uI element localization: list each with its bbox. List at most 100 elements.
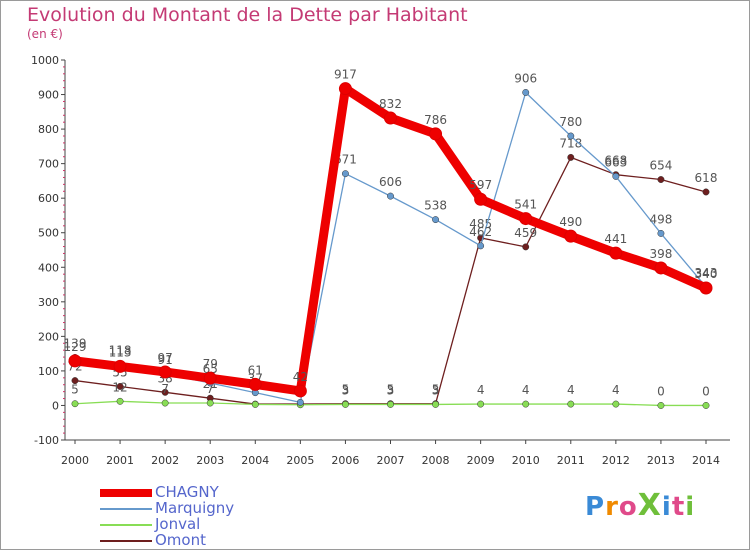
data-point-jonval <box>161 399 169 407</box>
y-tick-label: 700 <box>38 158 59 171</box>
data-label-chagny: 61 <box>248 363 263 377</box>
data-point-marquigny <box>432 216 440 224</box>
x-tick-label: 2013 <box>647 454 675 467</box>
data-point-omont <box>522 243 530 251</box>
data-point-omont <box>567 153 575 161</box>
data-label-jonval: 0 <box>657 384 665 398</box>
data-point-marquigny <box>341 170 349 178</box>
data-point-marquigny <box>612 172 620 180</box>
data-point-jonval <box>657 402 665 409</box>
data-label-chagny: 113 <box>109 345 132 359</box>
data-label-chagny: 597 <box>469 178 492 192</box>
data-label-jonval: 3 <box>432 383 440 397</box>
data-label-marquigny: 91 <box>158 353 173 367</box>
data-label-omont: 5 <box>432 383 440 397</box>
data-point-marquigny <box>567 132 575 140</box>
x-tick-label: 2000 <box>61 454 89 467</box>
x-tick-label: 2010 <box>512 454 540 467</box>
data-label-jonval: 3 <box>342 383 350 397</box>
y-tick-label: 100 <box>38 365 59 378</box>
data-label-jonval: 7 <box>206 382 214 396</box>
data-point-chagny <box>203 371 217 385</box>
data-point-omont <box>702 188 710 196</box>
data-point-jonval <box>341 400 349 408</box>
data-point-jonval <box>206 399 214 407</box>
data-label-jonval: 12 <box>112 380 127 394</box>
y-tick-label: 800 <box>38 123 59 136</box>
data-point-marquigny <box>477 242 485 250</box>
x-tick-label: 2003 <box>196 454 224 467</box>
data-label-marquigny: 538 <box>424 199 447 213</box>
data-label-omont: 654 <box>649 159 672 173</box>
data-label-chagny: 441 <box>604 232 627 246</box>
data-point-chagny <box>293 384 307 398</box>
data-label-chagny: 42 <box>293 370 308 384</box>
data-point-chagny <box>158 365 172 379</box>
data-label-jonval: 0 <box>702 384 710 398</box>
x-tick-label: 2014 <box>692 454 720 467</box>
chart-unit-label: (en €) <box>27 27 63 41</box>
data-point-marquigny <box>296 398 304 406</box>
data-point-chagny <box>519 212 533 226</box>
data-point-chagny <box>68 354 82 368</box>
y-tick-label: 200 <box>38 330 59 343</box>
data-point-chagny <box>564 229 578 243</box>
data-point-jonval <box>71 400 79 408</box>
data-label-chagny: 832 <box>379 97 402 111</box>
data-label-chagny: 541 <box>514 198 537 212</box>
data-label-omont: 5 <box>387 383 395 397</box>
x-tick-label: 2002 <box>151 454 179 467</box>
data-point-jonval <box>387 400 394 408</box>
chart-title: Evolution du Montant de la Dette par Hab… <box>27 4 468 26</box>
data-label-omont: 668 <box>604 154 627 168</box>
data-point-chagny <box>248 377 262 391</box>
data-point-chagny <box>699 281 713 295</box>
data-label-jonval: 4 <box>522 383 530 397</box>
data-label-omont: 618 <box>695 171 718 185</box>
data-label-jonval: 4 <box>477 383 485 397</box>
data-label-marquigny: 606 <box>379 175 402 189</box>
x-tick-label: 2004 <box>241 454 269 467</box>
y-tick-label: 500 <box>38 227 59 240</box>
y-tick-label: 900 <box>38 89 59 102</box>
data-label-jonval: 5 <box>71 383 79 397</box>
data-label-jonval: 7 <box>161 382 169 396</box>
data-point-jonval <box>477 400 485 408</box>
data-label-jonval: 3 <box>387 383 395 397</box>
x-tick-label: 2009 <box>467 454 495 467</box>
x-tick-label: 2006 <box>331 454 359 467</box>
data-label-jonval: 4 <box>612 383 620 397</box>
legend-swatch <box>100 508 152 510</box>
data-label-marquigny: 65 <box>203 362 218 376</box>
legend-label: Omont <box>155 531 206 549</box>
y-tick-label: 0 <box>52 399 59 412</box>
data-label-marquigny: 906 <box>514 71 537 85</box>
data-point-chagny <box>609 246 623 260</box>
data-label-marquigny: 498 <box>649 212 672 226</box>
data-label-chagny: 917 <box>334 68 357 82</box>
data-label-marquigny: 663 <box>604 155 627 169</box>
y-tick-label: 600 <box>38 192 59 205</box>
data-label-chagny: 340 <box>695 267 718 281</box>
data-label-omont: 5 <box>342 383 350 397</box>
legend-label: Jonval <box>155 515 201 533</box>
data-point-jonval <box>612 400 620 408</box>
legend-swatch <box>100 524 152 526</box>
data-point-marquigny <box>387 192 394 200</box>
data-point-omont <box>161 388 169 396</box>
y-tick-label: 400 <box>38 261 59 274</box>
data-point-chagny <box>384 111 397 125</box>
legend-swatch <box>100 489 152 497</box>
data-point-jonval <box>702 402 710 409</box>
x-tick-label: 2007 <box>377 454 405 467</box>
data-point-jonval <box>251 400 259 408</box>
data-point-chagny <box>654 261 668 275</box>
data-point-marquigny <box>522 89 530 96</box>
data-point-omont <box>71 377 79 385</box>
data-point-jonval <box>432 400 440 408</box>
data-point-chagny <box>113 359 127 373</box>
data-point-marquigny <box>657 229 665 237</box>
x-tick-label: 2001 <box>106 454 134 467</box>
